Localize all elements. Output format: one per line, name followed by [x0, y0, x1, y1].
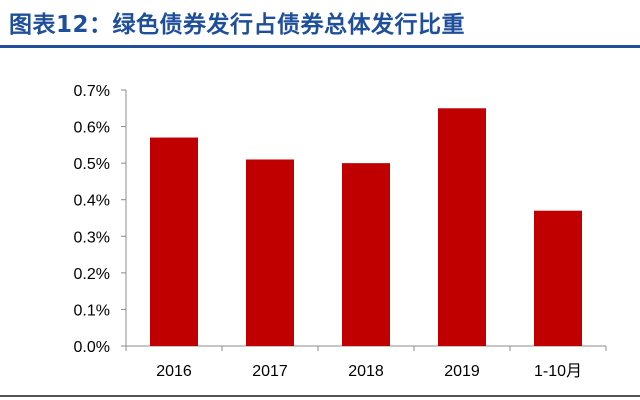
y-tick-label: 0.7%: [74, 83, 110, 100]
title-rule: [0, 45, 640, 48]
figure-title: 图表12：绿色债券发行占债券总体发行比重: [9, 12, 466, 38]
x-tick-label: 2018: [348, 363, 384, 380]
y-tick-label: 0.0%: [74, 339, 110, 356]
y-tick-label: 0.1%: [74, 302, 110, 319]
bar: [150, 137, 198, 346]
y-axis: 0.0% 0.1% 0.2% 0.3% 0.4% 0.5% 0.6% 0.7%: [74, 83, 127, 356]
x-tick-label: 2017: [252, 363, 288, 380]
x-tick-label: 1-10月: [534, 363, 582, 380]
x-tick-label: 2019: [444, 363, 480, 380]
bar: [342, 163, 390, 346]
x-axis: 2016 2017 2018 2019 1-10月: [125, 345, 607, 380]
y-tick-label: 0.3%: [74, 229, 110, 246]
bottom-rule: [0, 395, 640, 397]
y-tick-label: 0.5%: [74, 156, 110, 173]
y-tick-label: 0.4%: [74, 193, 110, 210]
y-tick-label: 0.6%: [74, 120, 110, 137]
bar: [246, 159, 294, 346]
x-tick-label: 2016: [156, 363, 192, 380]
bar: [534, 210, 582, 346]
bar: [438, 108, 486, 347]
y-tick-label: 0.2%: [74, 266, 110, 283]
bars: [150, 108, 582, 347]
